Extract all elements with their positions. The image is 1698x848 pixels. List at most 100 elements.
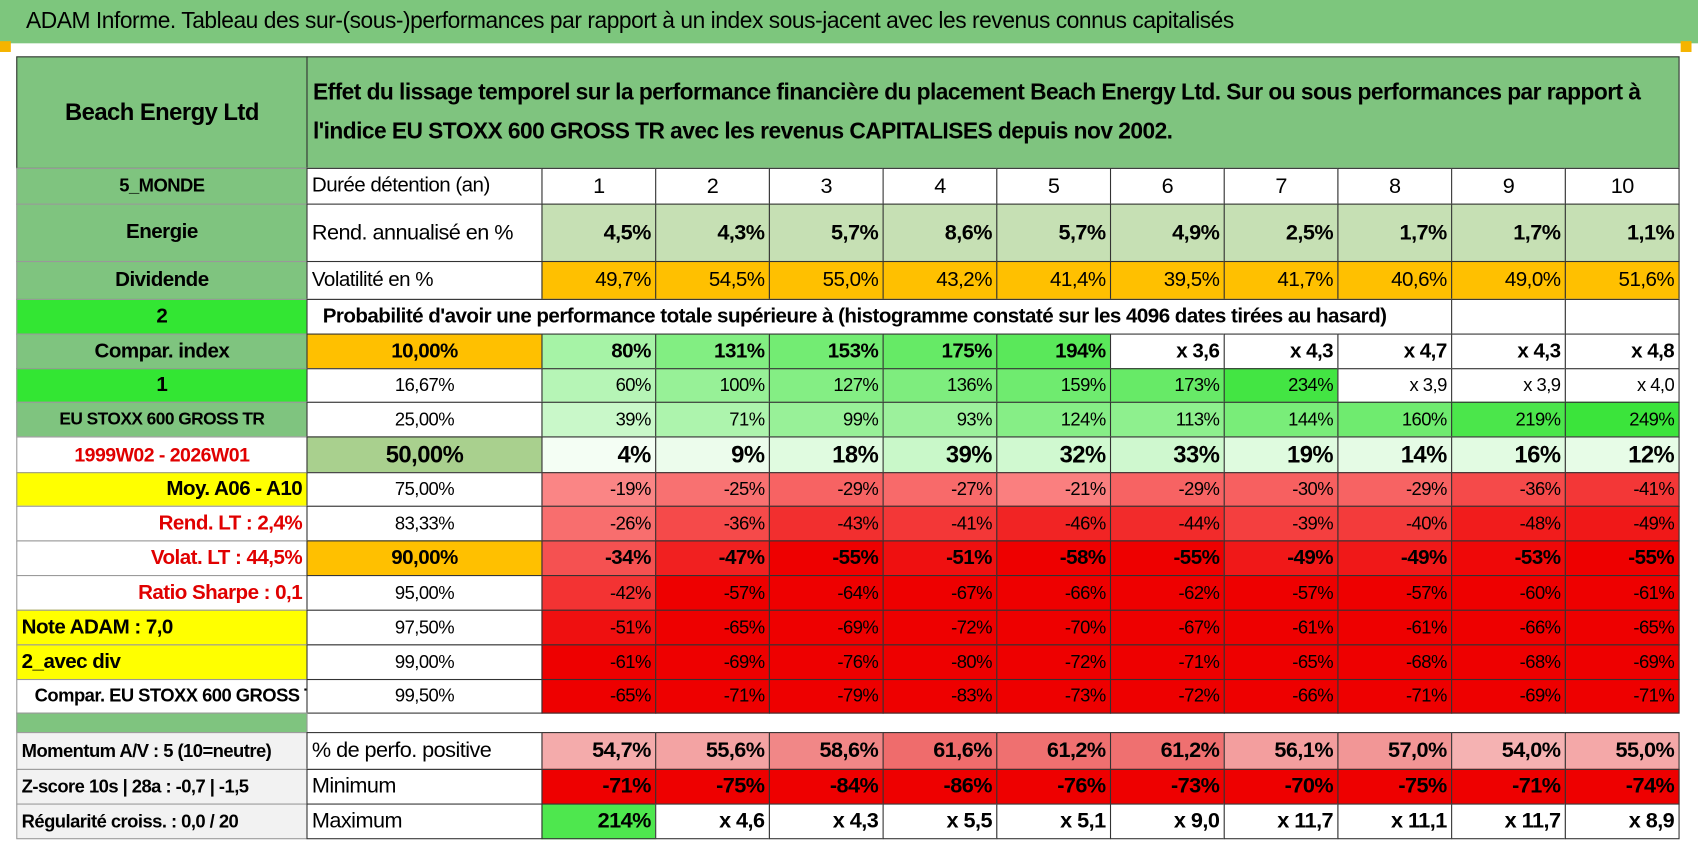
row-header: Energie (16, 203, 308, 263)
value-cell: -73% (1109, 768, 1225, 805)
row-label: 95,00% (306, 575, 543, 611)
value-cell: 5,7% (768, 203, 884, 263)
value-cell: 1 (541, 167, 657, 205)
value-cell: -57% (1337, 575, 1453, 611)
value-cell: 60% (541, 368, 657, 403)
value-cell: -75% (655, 768, 770, 805)
value-cell: -67% (882, 575, 998, 611)
row-header: Moy. A06 - A10 (16, 472, 308, 507)
value-cell: 173% (1109, 368, 1225, 403)
value-cell: x 4,3 (768, 803, 884, 840)
value-cell: -21% (996, 472, 1112, 507)
row-header: Compar. EU STOXX 600 GROSS TR (16, 678, 308, 714)
value-cell: -26% (541, 505, 657, 542)
value-cell: -57% (655, 575, 770, 611)
value-cell: -72% (882, 609, 998, 646)
value-cell: -68% (1451, 644, 1566, 681)
value-cell: x 4,6 (655, 803, 770, 840)
value-cell: 9% (655, 436, 770, 474)
value-cell: -64% (768, 575, 884, 611)
row-label: Durée détention (an) (306, 167, 543, 205)
value-cell: 1,7% (1337, 203, 1453, 263)
value-cell: -49% (1564, 505, 1680, 542)
value-cell: 127% (768, 368, 884, 403)
value-cell: -48% (1451, 505, 1566, 542)
value-cell: -40% (1337, 505, 1453, 542)
value-cell: 54,0% (1451, 732, 1566, 770)
value-cell: -57% (1223, 575, 1339, 611)
value-cell: -55% (768, 540, 884, 577)
value-cell: -41% (1564, 472, 1680, 507)
value-cell: 19% (1223, 436, 1339, 474)
value-cell: 7 (1223, 167, 1339, 205)
value-cell: -65% (541, 678, 657, 714)
row-label: 99,00% (306, 644, 543, 681)
value-cell: x 8,9 (1564, 803, 1680, 840)
value-cell: 55,0% (1564, 732, 1680, 770)
value-cell: 32% (996, 436, 1112, 474)
value-cell: 194% (996, 333, 1112, 370)
value-cell: -71% (1337, 678, 1453, 714)
value-cell: -61% (1564, 575, 1680, 611)
value-cell: -80% (882, 644, 998, 681)
value-cell: 99% (768, 401, 884, 438)
value-cell: x 4,8 (1564, 333, 1680, 370)
value-cell: 12% (1564, 436, 1680, 474)
value-cell: 131% (655, 333, 770, 370)
value-cell: -74% (1564, 768, 1680, 805)
value-cell: x 4,3 (1223, 333, 1339, 370)
value-cell: -39% (1223, 505, 1339, 542)
value-cell: x 11,7 (1451, 803, 1566, 840)
row-label: 97,50% (306, 609, 543, 646)
company-name: Beach Energy Ltd (16, 56, 308, 169)
value-cell: -61% (1223, 609, 1339, 646)
value-cell: 39,5% (1109, 260, 1225, 300)
value-cell: -69% (768, 609, 884, 646)
value-cell: 6 (1109, 167, 1225, 205)
value-cell: 39% (541, 401, 657, 438)
corner-marker (0, 41, 11, 52)
value-cell: -29% (1109, 472, 1225, 507)
value-cell: 249% (1564, 401, 1680, 438)
value-cell: x 9,0 (1109, 803, 1225, 840)
value-cell: 4,9% (1109, 203, 1225, 263)
value-cell: -69% (1564, 644, 1680, 681)
value-cell: -29% (768, 472, 884, 507)
row-header: 2 (16, 298, 308, 335)
row-header: 1 (16, 368, 308, 403)
value-cell: -72% (996, 644, 1112, 681)
row-header: EU STOXX 600 GROSS TR (16, 401, 308, 438)
value-cell: 153% (768, 333, 884, 370)
value-cell: -71% (1564, 678, 1680, 714)
value-cell: -72% (1109, 678, 1225, 714)
value-cell: -66% (1223, 678, 1339, 714)
row-header: Volat. LT : 44,5% (16, 540, 308, 577)
row-label: Minimum (306, 768, 543, 805)
value-cell: -65% (1564, 609, 1680, 646)
value-cell: 49,7% (541, 260, 657, 300)
value-cell: -76% (768, 644, 884, 681)
empty-cell (1451, 298, 1566, 335)
value-cell: x 5,5 (882, 803, 998, 840)
value-cell: -68% (1337, 644, 1453, 681)
value-cell: -71% (1451, 768, 1566, 805)
value-cell: x 3,9 (1337, 368, 1453, 403)
value-cell: x 5,1 (996, 803, 1112, 840)
value-cell: 51,6% (1564, 260, 1680, 300)
value-cell: -70% (1223, 768, 1339, 805)
value-cell: 14% (1337, 436, 1453, 474)
row-label: Rend. annualisé en % (306, 203, 543, 263)
description: Effet du lissage temporel sur la perform… (306, 56, 1680, 169)
value-cell: -83% (882, 678, 998, 714)
row-label: 25,00% (306, 401, 543, 438)
value-cell: 4,5% (541, 203, 657, 263)
value-cell: -30% (1223, 472, 1339, 507)
value-cell: -65% (655, 609, 770, 646)
value-cell: 16% (1451, 436, 1566, 474)
value-cell: 55,6% (655, 732, 770, 770)
value-cell: -75% (1337, 768, 1453, 805)
row-header: Momentum A/V : 5 (10=neutre) (16, 732, 308, 770)
value-cell: 49,0% (1451, 260, 1566, 300)
value-cell: -69% (655, 644, 770, 681)
